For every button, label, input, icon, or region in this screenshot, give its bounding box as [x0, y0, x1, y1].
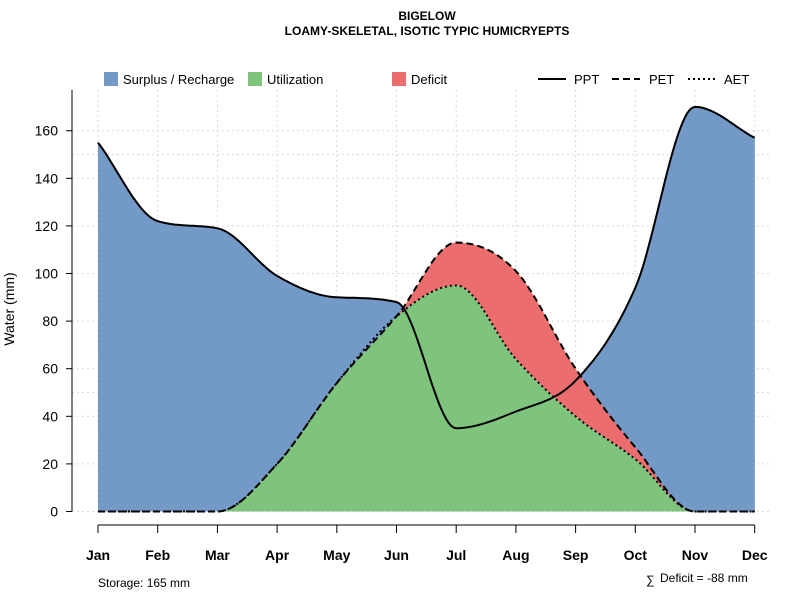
- x-tick-label-nov: Nov: [682, 547, 709, 563]
- sum-symbol: ∑: [646, 573, 655, 587]
- legend-swatch-deficit: [392, 72, 406, 86]
- x-tick-label-jan: Jan: [86, 547, 110, 563]
- legend-label-aet: AET: [724, 72, 749, 87]
- legend-label-ppt: PPT: [574, 72, 599, 87]
- x-tick-label-feb: Feb: [145, 547, 170, 563]
- surplus-over-pet-area: [98, 106, 755, 512]
- legend-label-pet: PET: [649, 72, 674, 87]
- storage-label: Storage: 165 mm: [98, 576, 190, 590]
- x-tick-label-apr: Apr: [265, 547, 290, 563]
- x-tick-label-sep: Sep: [563, 547, 589, 563]
- y-tick-label-8: 160: [35, 123, 59, 139]
- legend-label-surplus: Surplus / Recharge: [123, 72, 234, 87]
- y-tick-label-1: 20: [42, 456, 58, 472]
- utilization-area: [98, 285, 755, 512]
- legend-label-utilization: Utilization: [267, 72, 323, 87]
- chart-legend: Surplus / Recharge Utilization Deficit P…: [104, 72, 749, 87]
- x-tick-label-aug: Aug: [502, 547, 529, 563]
- pet-line: [98, 241, 755, 513]
- y-tick-label-4: 80: [42, 313, 58, 329]
- x-tick-label-jul: Jul: [446, 547, 466, 563]
- ppt-line: [97, 105, 756, 430]
- legend-label-deficit: Deficit: [411, 72, 448, 87]
- y-tick-label-3: 60: [42, 361, 58, 377]
- x-tick-label-oct: Oct: [624, 547, 648, 563]
- y-tick-label-5: 100: [35, 266, 59, 282]
- legend-swatch-surplus: [104, 72, 118, 86]
- x-tick-label-jun: Jun: [384, 547, 409, 563]
- axes: 0 20 40 60 80 100 120 140 160 Jan Feb Mar Apr May Jun J…: [35, 90, 768, 563]
- x-tick-label-dec: Dec: [742, 547, 768, 563]
- y-axis-label: Water (mm): [1, 272, 17, 345]
- legend-swatch-utilization: [248, 72, 262, 86]
- x-tick-label-mar: Mar: [205, 547, 230, 563]
- deficit-label: Deficit = -88 mm: [660, 571, 748, 585]
- y-tick-label-6: 120: [35, 218, 59, 234]
- y-tick-label-0: 0: [50, 504, 58, 520]
- y-tick-label-7: 140: [35, 170, 59, 186]
- chart-title: BIGELOW: [398, 9, 456, 23]
- area-fills: [98, 106, 755, 512]
- y-tick-label-2: 40: [42, 408, 58, 424]
- series-lines: [97, 105, 756, 513]
- chart-subtitle: LOAMY-SKELETAL, ISOTIC TYPIC HUMICRYEPTS: [285, 24, 570, 38]
- x-tick-label-may: May: [323, 547, 350, 563]
